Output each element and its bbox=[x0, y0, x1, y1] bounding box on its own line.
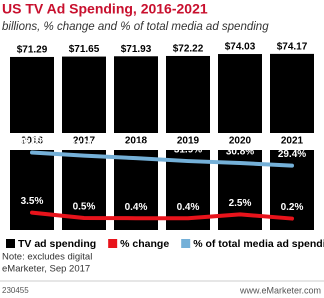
chart-title: US TV Ad Spending, 2016-2021 bbox=[2, 1, 208, 17]
line-value-label: 31.9% bbox=[174, 145, 202, 156]
x-tick-label: 2019 bbox=[177, 136, 200, 147]
chart-subtitle: billions, % change and % of total media … bbox=[2, 21, 269, 33]
bar bbox=[218, 54, 262, 133]
bar-value-label: $74.03 bbox=[225, 42, 256, 53]
bar bbox=[270, 53, 314, 134]
bar bbox=[10, 56, 54, 133]
line bbox=[30, 210, 294, 221]
bar bbox=[62, 56, 106, 133]
x-tick-label: 2020 bbox=[229, 136, 252, 147]
line-value-label: 3.5% bbox=[21, 196, 44, 207]
bar bbox=[166, 55, 210, 133]
legend-label: % change bbox=[120, 238, 169, 250]
legend-swatch bbox=[108, 239, 118, 248]
legend-label: TV ad spending bbox=[18, 238, 96, 250]
source: eMarketer, Sep 2017 bbox=[2, 264, 90, 275]
line bbox=[30, 150, 294, 168]
x-tick-label: 2016 bbox=[21, 136, 44, 147]
legend-label: % of total media ad spending bbox=[193, 238, 324, 250]
bar-value-label: $71.29 bbox=[17, 45, 48, 56]
line-value-label: 30.8% bbox=[226, 147, 254, 158]
x-tick-label: 2018 bbox=[125, 136, 148, 147]
legend-swatch bbox=[6, 239, 15, 248]
note: Note: excludes digital bbox=[2, 252, 92, 263]
panel-column bbox=[10, 150, 54, 230]
line-value-label: 34.9% bbox=[70, 139, 98, 150]
x-tick-label: 2021 bbox=[281, 136, 304, 147]
legend-swatch bbox=[181, 239, 191, 248]
line-value-label: 33.5% bbox=[122, 142, 150, 153]
chart-id: 230455 bbox=[2, 286, 29, 295]
bar-value-label: $71.65 bbox=[69, 44, 100, 55]
x-tick-label: 2017 bbox=[73, 136, 96, 147]
website: www.eMarketer.com bbox=[239, 285, 321, 295]
line-value-label: 29.4% bbox=[278, 149, 306, 160]
bar bbox=[114, 56, 158, 133]
bar-value-label: $71.93 bbox=[121, 44, 152, 55]
bar-value-label: $72.22 bbox=[173, 44, 204, 55]
line-value-label: 0.5% bbox=[73, 202, 96, 213]
line-value-label: 36.6% bbox=[18, 136, 46, 147]
line-value-label: 0.4% bbox=[177, 202, 200, 213]
bar-value-label: $74.17 bbox=[277, 42, 308, 53]
line-value-label: 0.4% bbox=[125, 202, 148, 213]
line-value-label: 2.5% bbox=[229, 198, 252, 209]
line-value-label: 0.2% bbox=[281, 202, 304, 213]
